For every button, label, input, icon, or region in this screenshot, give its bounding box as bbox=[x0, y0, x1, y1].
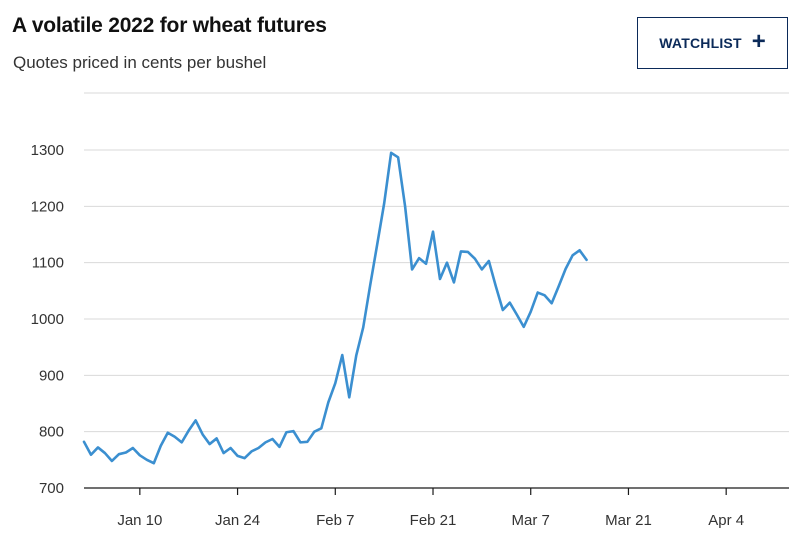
plus-icon: + bbox=[751, 28, 766, 55]
watchlist-button[interactable]: WATCHLIST + bbox=[637, 17, 788, 69]
x-axis: Jan 10 Jan 24 Feb 7 Feb 21 Mar 7 Mar 21 Apr 4 bbox=[84, 487, 789, 529]
y-tick-label: 800 bbox=[39, 424, 64, 441]
y-tick-label: 1300 bbox=[31, 142, 64, 159]
x-tick-label: Mar 21 bbox=[605, 512, 652, 529]
grid-lines bbox=[84, 149, 789, 433]
y-tick-label: 1100 bbox=[32, 255, 64, 272]
y-axis: 700 800 900 1000 1100 1200 1300 bbox=[31, 142, 64, 497]
y-tick-label: 1000 bbox=[31, 311, 64, 328]
x-tick-label: Mar 7 bbox=[512, 512, 550, 529]
x-tick-label: Jan 24 bbox=[215, 512, 260, 529]
x-tick-label: Feb 7 bbox=[316, 512, 354, 529]
series-layer bbox=[82, 151, 588, 465]
y-tick-label: 700 bbox=[39, 480, 64, 497]
y-tick-label: 900 bbox=[39, 367, 64, 384]
chart-subtitle: Quotes priced in cents per bushel bbox=[13, 53, 267, 72]
series-line bbox=[82, 151, 588, 465]
chart-title: A volatile 2022 for wheat futures bbox=[12, 14, 327, 37]
x-tick-label: Apr 4 bbox=[708, 512, 744, 529]
watchlist-label: WATCHLIST bbox=[659, 35, 742, 51]
x-tick-label: Feb 21 bbox=[410, 512, 457, 529]
y-tick-label: 1200 bbox=[31, 198, 64, 215]
x-tick-label: Jan 10 bbox=[117, 512, 162, 529]
